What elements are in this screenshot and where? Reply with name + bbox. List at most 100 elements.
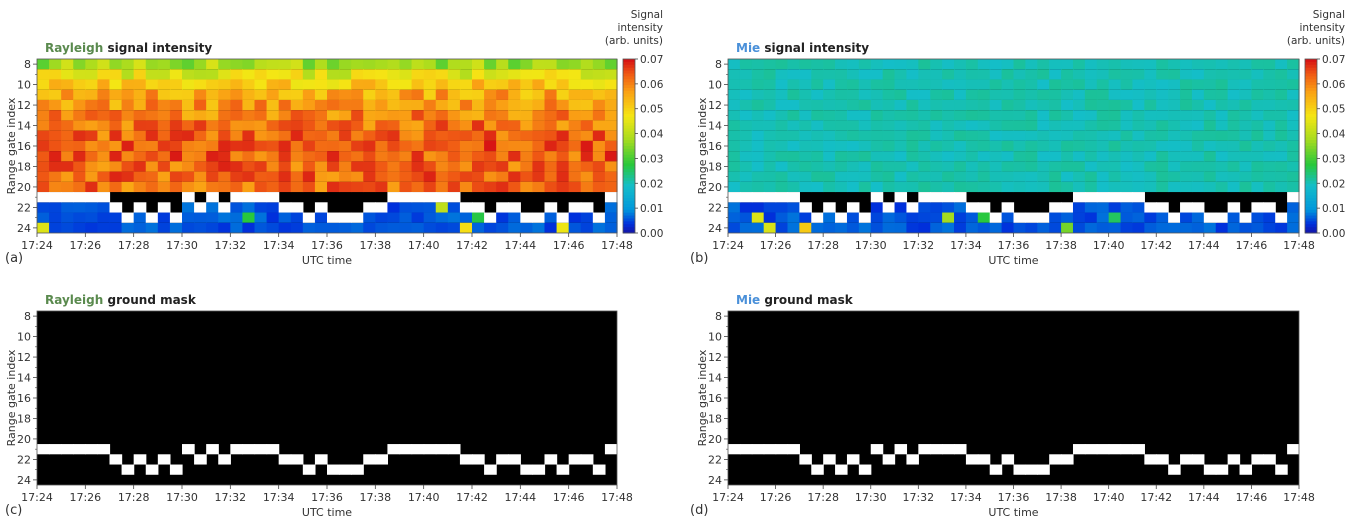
heatmap-cell (375, 171, 389, 182)
y-tick-label: 20 (17, 181, 31, 194)
ground-cell (1001, 202, 1015, 213)
heatmap-cell (1227, 89, 1241, 100)
heatmap-cell (194, 161, 207, 172)
heatmap-cell (145, 120, 159, 131)
heatmap-cell (1049, 59, 1062, 70)
heatmap-cell (411, 110, 425, 121)
heatmap-cell (544, 130, 558, 141)
heatmap-cell (1084, 89, 1098, 100)
heatmap-cell (254, 202, 268, 213)
heatmap-cell (194, 99, 207, 111)
heatmap-cell (157, 181, 171, 193)
heatmap-cell (1084, 69, 1098, 80)
ground-cell (604, 192, 618, 203)
heatmap-cell (278, 140, 292, 152)
heatmap-cell (1108, 161, 1122, 172)
heatmap-cell (580, 130, 594, 141)
heatmap-cell (787, 59, 800, 70)
heatmap-cell (254, 130, 268, 141)
heatmap-cell (930, 181, 943, 193)
heatmap-cell (182, 120, 195, 131)
ground-cell (145, 212, 159, 223)
colorbar-segment (1305, 192, 1317, 196)
colorbar-segment (623, 93, 635, 98)
heatmap-cell (906, 171, 919, 182)
ground-cell (811, 464, 824, 475)
heatmap-cell (906, 161, 919, 172)
ground-cell (399, 444, 413, 455)
heatmap-cell (206, 79, 219, 90)
heatmap-cell (835, 130, 848, 141)
heatmap-cell (989, 171, 1003, 182)
heatmap-cell (37, 171, 50, 182)
heatmap-cell (327, 59, 340, 70)
heatmap-cell (472, 120, 485, 131)
heatmap-cell (799, 212, 812, 223)
heatmap-cell (266, 99, 280, 111)
title-rest: ground mask (760, 293, 854, 307)
heatmap-cell (1227, 140, 1241, 152)
heatmap-cell (447, 212, 461, 223)
heatmap-cell (835, 99, 848, 111)
heatmap-cell (182, 69, 195, 80)
y-tick-label: 24 (708, 222, 722, 235)
heatmap-cell (787, 161, 800, 172)
heatmap-cell (799, 89, 812, 100)
heatmap-cell (182, 222, 195, 233)
heatmap-cell (314, 89, 328, 100)
heatmap-cell (763, 212, 777, 223)
heatmap-cell (1227, 151, 1241, 162)
heatmap-cell (363, 59, 376, 70)
heatmap-cell (1227, 222, 1241, 233)
heatmap-cell (580, 99, 594, 111)
ground-cell (1191, 202, 1205, 213)
heatmap-cell (121, 120, 135, 131)
heatmap-cell (1096, 59, 1110, 70)
colorbar-tick-label: 0.02 (1322, 178, 1345, 190)
colorbar-tick-label: 0.04 (1322, 129, 1346, 141)
heatmap-cell (1001, 89, 1015, 100)
heatmap-cell (930, 130, 943, 141)
heatmap-cell (435, 79, 449, 90)
heatmap-cell (339, 59, 352, 70)
heatmap-cell (1037, 151, 1050, 162)
heatmap-cell (1287, 69, 1300, 80)
heatmap-cell (1227, 59, 1241, 70)
heatmap-cell (278, 99, 292, 111)
heatmap-cell (242, 110, 256, 121)
colorbar-frame (1304, 58, 1318, 234)
heatmap-cell (254, 89, 268, 100)
heatmap-cell (556, 120, 570, 131)
heatmap-cell (1263, 99, 1276, 111)
colorbar-segment (1305, 64, 1317, 69)
heatmap-cell (375, 89, 389, 100)
heatmap-cell (1120, 222, 1134, 233)
heatmap-cell (858, 222, 872, 233)
heatmap-cell (965, 151, 979, 162)
ground-cell (1084, 444, 1098, 455)
ground-cell (894, 444, 908, 455)
heatmap-cell (775, 212, 789, 223)
heatmap-cell (1215, 89, 1229, 100)
heatmap-cell (194, 130, 207, 141)
heatmap-cell (977, 110, 991, 121)
heatmap-cell (387, 161, 401, 172)
heatmap-cell (918, 130, 931, 141)
heatmap-cell (278, 89, 292, 100)
heatmap-cell (472, 171, 485, 182)
heatmap-cell (145, 79, 159, 90)
heatmap-cell (508, 120, 521, 131)
x-tick-label: 17:26 (760, 239, 792, 252)
heatmap-cell (157, 120, 171, 131)
heatmap-cell (906, 89, 919, 100)
heatmap-cell (266, 171, 280, 182)
y-tick-label: 12 (17, 351, 31, 364)
heatmap-cell (556, 59, 570, 70)
heatmap-cell (1287, 130, 1300, 141)
heatmap-cell (1132, 140, 1145, 152)
heatmap-cell (351, 130, 364, 141)
heatmap-cell (1096, 181, 1110, 193)
heatmap-cell (954, 69, 967, 80)
heatmap-cell (447, 79, 461, 90)
heatmap-cell (302, 222, 316, 233)
